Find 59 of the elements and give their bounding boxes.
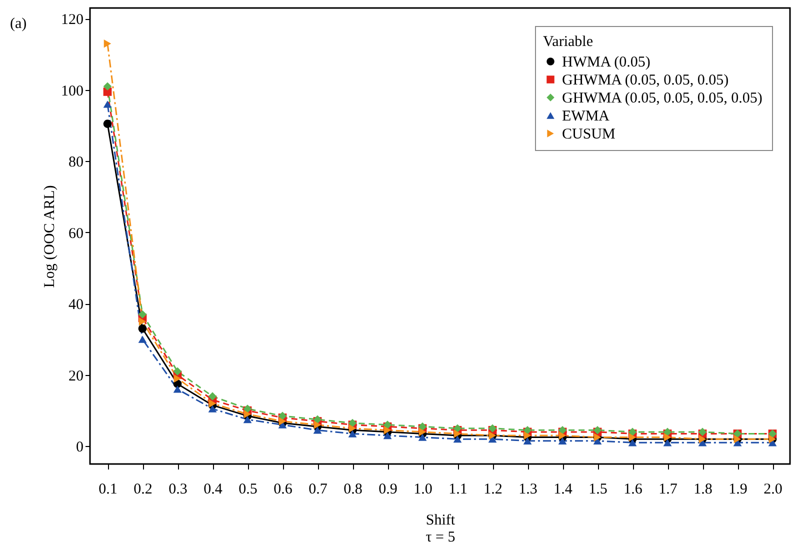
y-tick-label: 80 [68, 154, 84, 171]
x-tick-label: 0.6 [274, 482, 293, 498]
text: (a) [10, 16, 27, 32]
point [663, 439, 672, 446]
y-tick-label: 0 [76, 440, 84, 456]
x-tick-label: 1.2 [484, 482, 502, 498]
x-tick-label: 0.9 [378, 482, 398, 498]
point [628, 439, 637, 446]
point [313, 426, 322, 434]
x-tick-label: 0.5 [238, 482, 258, 498]
point [138, 317, 146, 326]
point [383, 432, 392, 440]
point [138, 324, 147, 333]
x-tick-label: 1.0 [414, 482, 432, 498]
y-tick-label: 60 [68, 226, 84, 242]
x-tick-label: 0.3 [168, 482, 188, 498]
point [453, 435, 462, 443]
point [208, 405, 217, 412]
x-tick-label: 1.6 [624, 482, 643, 498]
point [243, 416, 252, 424]
x-tick-label: 0.1 [98, 482, 118, 498]
point [523, 437, 532, 444]
x-tick-label: 0.7 [308, 482, 328, 498]
legend-title: Variable [543, 34, 594, 50]
x-tick-label: 1.3 [518, 482, 538, 498]
point [103, 82, 112, 91]
y-tick-label: 40 [68, 297, 84, 314]
y-tick-label: 100 [61, 83, 84, 100]
point [103, 120, 112, 128]
x-tick-label: 1.9 [728, 482, 748, 498]
legend-label: CUSUM [562, 126, 616, 142]
point [173, 386, 182, 393]
x-tick-label: 1.8 [694, 482, 712, 498]
x-tick-label: 2.0 [764, 482, 782, 498]
x-tick-label: 0.4 [204, 482, 223, 498]
legend-label: GHWMA (0.05, 0.05, 0.05, 0.05) [562, 90, 762, 106]
legend-label: EWMA [562, 108, 610, 124]
point [104, 39, 112, 48]
point [418, 434, 427, 441]
point [138, 336, 147, 343]
legend-label: HWMA (0.05) [562, 54, 650, 70]
x-axis-title: Shift τ = 5 [426, 512, 456, 546]
y-tick-label: 120 [61, 12, 84, 28]
point [138, 310, 147, 319]
legend-label: GHWMA (0.05, 0.05, 0.05) [562, 72, 729, 88]
x-tick-label: 0.8 [344, 482, 362, 498]
x-tick-label: 0.2 [134, 482, 152, 498]
x-tick-label: 1.7 [658, 482, 678, 498]
y-tick-label: 20 [68, 368, 84, 384]
point [208, 392, 217, 400]
y-axis-title: Log (OOC ARL) [42, 185, 58, 288]
x-tick-label: 1.1 [448, 482, 468, 498]
point [174, 374, 182, 383]
x-tick-label: 1.4 [554, 482, 573, 498]
point [173, 367, 182, 376]
point [558, 437, 567, 444]
point [103, 100, 112, 108]
x-tick-label: 1.5 [588, 482, 608, 498]
point [348, 430, 357, 438]
